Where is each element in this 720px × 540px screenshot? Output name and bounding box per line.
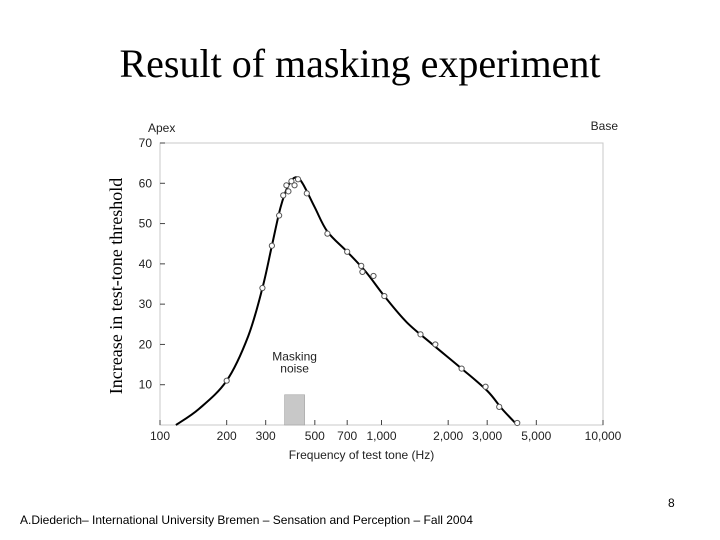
masking-noise-band (284, 394, 305, 426)
slide-title: Result of masking experiment (119, 41, 601, 86)
apex-label: Apex (148, 121, 175, 135)
y-tick-label: 40 (139, 257, 153, 271)
x-tick-label: 100 (150, 429, 170, 443)
y-tick-label: 50 (139, 217, 153, 231)
data-point (496, 403, 503, 410)
footer-credit: A.Diederich– International University Br… (20, 513, 473, 527)
x-tick-label: 200 (217, 429, 237, 443)
x-tick-label: 700 (337, 429, 357, 443)
data-point (358, 262, 365, 269)
data-point (283, 182, 290, 189)
data-point (291, 182, 298, 189)
plot-frame (159, 142, 604, 426)
base-label: Base (591, 119, 619, 133)
data-point (458, 365, 465, 372)
y-tick-label: 20 (139, 337, 153, 351)
data-point (344, 248, 351, 255)
x-tick-label: 3,000 (472, 429, 502, 443)
data-point (324, 230, 331, 237)
threshold-curve (175, 176, 518, 426)
page-number: 8 (668, 496, 675, 510)
x-tick-label: 500 (305, 429, 325, 443)
threshold-curve-group (175, 176, 518, 426)
masking-noise-label-line1: Masking (272, 350, 317, 364)
axes-group: 10 20 30 40 50 60 70 100 200 300 500 700 1,000 2,000 3… (139, 119, 622, 462)
data-point (417, 331, 424, 338)
x-tick-label: 300 (256, 429, 276, 443)
data-point (432, 341, 439, 348)
x-tick-label: 10,000 (585, 429, 622, 443)
data-point (359, 268, 366, 276)
data-point (285, 188, 292, 195)
masking-noise-label-line2: noise (280, 362, 309, 376)
data-point (259, 284, 266, 292)
y-tick-label: 10 (139, 378, 153, 392)
data-point (280, 192, 287, 199)
data-point (288, 178, 295, 185)
data-point (276, 212, 283, 219)
data-point (303, 190, 310, 197)
x-axis-label: Frequency of test tone (Hz) (289, 448, 434, 462)
data-point (268, 242, 275, 249)
data-point (370, 272, 377, 280)
x-tick-label: 5,000 (521, 429, 551, 443)
y-tick-label: 60 (139, 176, 153, 190)
data-point (381, 292, 388, 300)
y-tick-label: 30 (139, 297, 153, 311)
x-tick-label: 2,000 (433, 429, 463, 443)
data-points-group (223, 176, 521, 427)
y-tick-label: 70 (139, 136, 153, 150)
data-point (294, 176, 302, 183)
data-point (514, 419, 521, 427)
data-point (223, 377, 230, 384)
x-tick-label: 1,000 (366, 429, 396, 443)
data-point (482, 383, 489, 390)
